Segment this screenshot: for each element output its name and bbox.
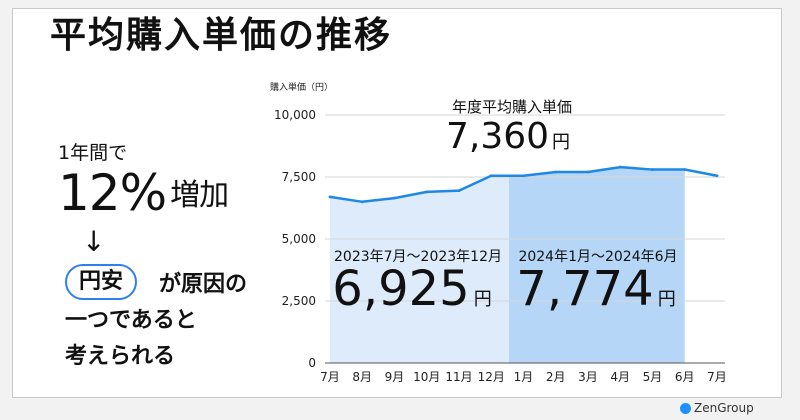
x-tick-label: 1月 [514, 370, 534, 384]
data-point [489, 174, 493, 178]
h2-average-unit: 円 [658, 289, 676, 310]
data-point [393, 196, 396, 200]
x-tick-label: 4月 [610, 370, 630, 384]
data-point [586, 170, 590, 174]
h1-average-number: 6,925 [332, 261, 469, 317]
x-tick-label: 12月 [478, 370, 505, 384]
data-point [651, 168, 654, 171]
annual-average-value: 7,360 円 [446, 116, 570, 157]
x-tick-label: 7月 [320, 370, 340, 384]
conclusion-line-2: 考えられる [65, 344, 176, 369]
x-tick-label: 10月 [413, 370, 440, 384]
data-point [618, 165, 622, 169]
summary-increase: 12% 増加 [58, 168, 229, 221]
increase-percent: 12% [58, 164, 167, 222]
data-point [715, 174, 719, 178]
summary-period: 1年間で [58, 142, 128, 164]
h1-average-unit: 円 [474, 289, 492, 310]
h2-average-number: 7,774 [516, 261, 653, 317]
x-tick-label: 6月 [675, 370, 695, 384]
annual-average-label: 年度平均購入単価 [452, 98, 572, 116]
h1-average-value: 6,925 円 [332, 261, 491, 317]
conclusion-line-1: 一つであると [65, 308, 197, 333]
y-axis-title: 購入単価（円） [270, 81, 333, 93]
x-tick-label: 3月 [578, 370, 598, 384]
h1-period-label: 2023年7月〜2023年12月 [334, 249, 502, 265]
brand-logo-text: ZenGroup [694, 401, 754, 415]
data-point [360, 200, 364, 204]
x-tick-label: 8月 [352, 370, 372, 384]
y-tick-label: 0 [308, 356, 316, 370]
brand-logo: ZenGroup [680, 401, 754, 415]
data-point [457, 189, 461, 193]
down-arrow-icon: ↓ [82, 225, 106, 258]
data-point [554, 170, 558, 174]
x-tick-label: 11月 [445, 370, 472, 384]
half-year-band-2 [508, 167, 685, 363]
data-point [328, 195, 332, 199]
h2-period-label: 2024年1月〜2024年6月 [518, 249, 677, 265]
data-point [522, 174, 525, 178]
half-year-band-1 [330, 175, 509, 363]
x-tick-label: 2月 [546, 370, 566, 384]
y-tick-label: 2,500 [282, 294, 316, 308]
h2-average-value: 7,774 円 [516, 261, 675, 317]
annual-average-number: 7,360 [446, 116, 549, 157]
y-tick-label: 10,000 [274, 108, 316, 122]
data-point [683, 168, 687, 171]
y-tick-label: 5,000 [282, 232, 316, 246]
y-tick-label: 7,500 [282, 170, 316, 184]
data-point [425, 190, 429, 194]
x-tick-label: 9月 [385, 370, 405, 384]
brand-logo-icon [680, 402, 691, 414]
page-title: 平均購入単価の推移 [50, 15, 393, 56]
cause-text: が原因の [159, 272, 248, 297]
x-tick-label: 7月 [707, 370, 727, 384]
increase-label: 増加 [170, 178, 229, 213]
x-tick-label: 5月 [643, 370, 663, 384]
annual-average-unit: 円 [552, 132, 570, 153]
cause-pill: 円安 [65, 264, 138, 300]
